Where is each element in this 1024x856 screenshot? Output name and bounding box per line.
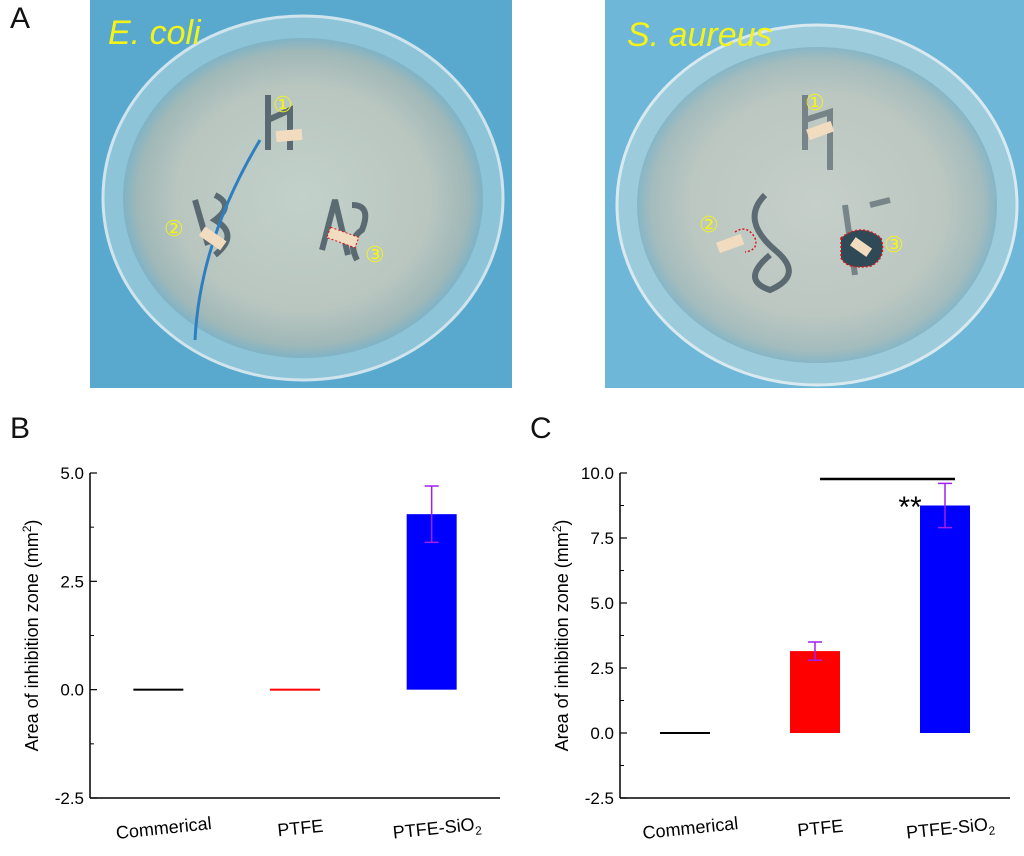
x-tick-label: PTFE — [276, 816, 324, 841]
marker-1: ① — [273, 92, 293, 117]
species-label: E. coli — [108, 14, 202, 52]
marker-2: ② — [164, 216, 184, 241]
sample-strip — [849, 237, 873, 257]
sample-strip — [716, 233, 745, 254]
species-label: S. aureus — [627, 16, 773, 54]
sample-strip — [326, 226, 360, 249]
y-tick-label: -2.5 — [55, 789, 84, 808]
marker-3: ③ — [365, 242, 385, 267]
inhibition-zone-outline — [734, 228, 757, 253]
y-tick-label: 10.0 — [581, 464, 614, 483]
panel-letter-c: C — [530, 412, 552, 445]
y-tick-label: 0.0 — [590, 724, 614, 743]
sample-strip — [198, 226, 227, 251]
bar — [790, 651, 840, 733]
y-tick-label: 0.0 — [60, 681, 84, 700]
x-tick-label: Commerical — [115, 813, 213, 843]
x-tick-label: Commerical — [642, 813, 740, 843]
significance-label: ** — [898, 491, 922, 524]
chart-c: 10.0 7.5 5.0 2.5 0.0 -2.5 Commerical PTFE PTFE-S… — [550, 464, 1010, 847]
bacterial-lawn — [123, 38, 483, 358]
marker-1: ① — [805, 90, 825, 115]
panel-letter-a: A — [10, 2, 31, 35]
saureus-plate-photo: S. aureus ① ② ③ — [605, 0, 1024, 388]
y-tick-label: 2.5 — [590, 659, 614, 678]
y-tick-label: -2.5 — [585, 789, 614, 808]
marker-2: ② — [699, 212, 719, 237]
sample-strip — [806, 120, 835, 141]
bar — [920, 505, 970, 733]
y-tick-label: 2.5 — [60, 572, 84, 591]
x-tick-label: PTFE — [796, 816, 844, 841]
bar — [660, 732, 710, 734]
bar — [133, 688, 184, 691]
panel-letter-b: B — [10, 412, 31, 445]
marker-3: ③ — [884, 232, 904, 257]
bar — [406, 514, 457, 690]
y-axis-label: Area of inhibition zone (mm2) — [550, 520, 572, 752]
y-tick-label: 7.5 — [590, 529, 614, 548]
chart-b: 5.0 2.5 0.0 -2.5 Commerical PTFE PTFE-SiO2 Area… — [20, 464, 500, 847]
y-tick-label: 5.0 — [590, 594, 614, 613]
y-axis-label: Area of inhibition zone (mm2) — [20, 520, 42, 752]
handwriting-mark — [751, 192, 792, 294]
bar — [270, 688, 320, 691]
x-tick-label: PTFE-SiO2 — [905, 813, 996, 846]
bacterial-lawn — [637, 47, 997, 363]
sample-strip — [275, 128, 303, 143]
y-tick-label: 5.0 — [60, 464, 84, 483]
handwriting-mark — [802, 95, 833, 170]
ecoli-plate-photo: E. coli ① ② ③ — [90, 0, 512, 388]
x-tick-label: PTFE-SiO2 — [392, 813, 483, 846]
